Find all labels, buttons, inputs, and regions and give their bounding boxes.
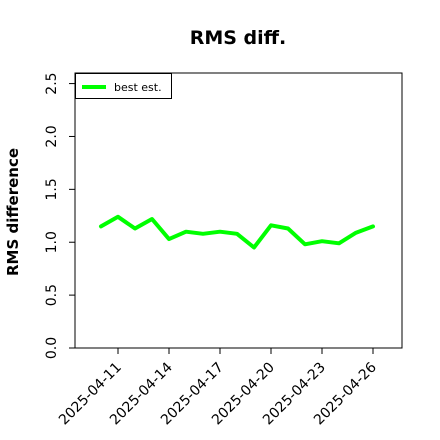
legend-label: best est. [114, 81, 162, 94]
data-point [185, 231, 187, 233]
data-point [355, 232, 357, 234]
data-point [100, 225, 102, 227]
y-axis-label: RMS difference [4, 148, 22, 276]
series-line-0 [99, 214, 375, 250]
data-point [321, 240, 323, 242]
chart-title: RMS diff. [190, 27, 287, 49]
y-tick-label: 1.5 [44, 178, 60, 200]
data-point [134, 227, 136, 229]
plot-frame [74, 72, 403, 349]
y-tick-label: 2.0 [44, 125, 60, 147]
data-point [151, 218, 153, 220]
data-point [338, 242, 340, 244]
data-point [117, 216, 119, 218]
y-tick-label: 0.0 [44, 337, 60, 359]
y-tick-label: 0.5 [44, 284, 60, 306]
data-point [236, 233, 238, 235]
x-axis: 2025-04-112025-04-142025-04-172025-04-20… [56, 348, 380, 428]
legend: best est. [75, 73, 172, 99]
data-point [304, 243, 306, 245]
data-point [270, 224, 272, 226]
data-point [253, 247, 255, 249]
y-tick-label: 2.5 [44, 72, 60, 94]
data-point [202, 233, 204, 235]
series-layer [99, 214, 375, 250]
data-point [372, 225, 374, 227]
y-tick-label: 1.0 [44, 231, 60, 253]
y-axis: 0.0 0.5 1.0 1.5 2.0 2.5 [44, 72, 75, 359]
data-point [168, 238, 170, 240]
data-point [287, 227, 289, 229]
data-point [219, 231, 221, 233]
